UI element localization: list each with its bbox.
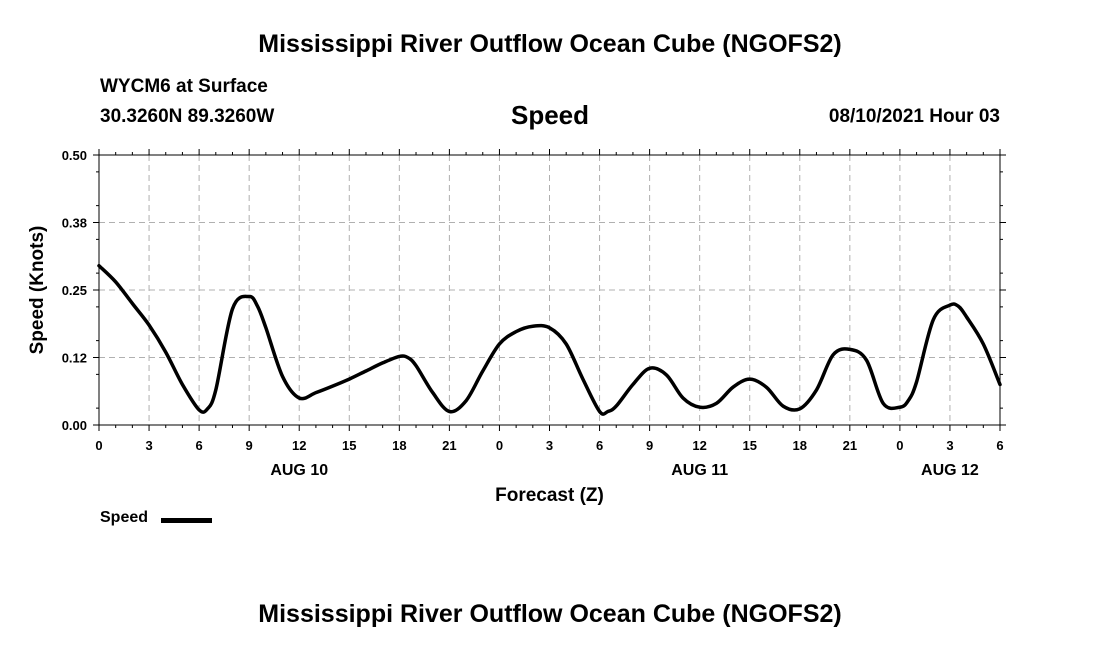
legend-label: Speed (100, 509, 149, 526)
y-tick-label: 0.12 (62, 351, 87, 366)
y-axis: 0.00 0.12 0.25 0.38 0.50 (62, 148, 1006, 433)
x-tick-label: 9 (246, 438, 253, 453)
x-tick-label: 21 (843, 438, 857, 453)
x-tick-label: 6 (996, 438, 1003, 453)
station-label: WYCM6 at Surface (100, 76, 268, 97)
x-tick-label: 21 (442, 438, 456, 453)
y-tick-label: 0.25 (62, 283, 87, 298)
chart-title: Mississippi River Outflow Ocean Cube (NG… (258, 30, 842, 58)
x-tick-label: 0 (896, 438, 903, 453)
speed-series-line (97, 263, 1002, 416)
x-tick-label: 18 (392, 438, 406, 453)
date-labels: AUG 10 AUG 11 AUG 12 (270, 462, 979, 479)
x-tick-label: 9 (646, 438, 653, 453)
x-tick-label: 0 (95, 438, 102, 453)
date-label: AUG 12 (921, 462, 979, 479)
x-tick-label: 18 (793, 438, 807, 453)
y-tick-label: 0.50 (62, 148, 87, 163)
x-axis-label: Forecast (Z) (495, 485, 604, 506)
y-axis-label: Speed (Knots) (27, 226, 48, 355)
date-label: AUG 11 (671, 462, 728, 479)
timestamp-label: 08/10/2021 Hour 03 (828, 106, 1000, 127)
x-axis: 0 3 6 9 12 15 18 21 0 3 6 9 12 15 18 21 0 3 6 (95, 149, 1004, 453)
x-tick-label: 15 (742, 438, 756, 453)
y-tick-label: 0.38 (62, 216, 87, 231)
x-tick-label: 12 (292, 438, 306, 453)
x-tick-label: 15 (342, 438, 356, 453)
legend-swatch (161, 518, 212, 523)
date-label: AUG 10 (270, 462, 328, 479)
x-tick-label: 6 (195, 438, 202, 453)
x-tick-label: 3 (946, 438, 953, 453)
footer-title: Mississippi River Outflow Ocean Cube (NG… (258, 600, 842, 628)
grid-lines (99, 155, 1000, 425)
x-tick-label: 3 (145, 438, 152, 453)
x-tick-label: 6 (596, 438, 603, 453)
x-tick-label: 0 (496, 438, 503, 453)
x-tick-label: 12 (692, 438, 706, 453)
y-tick-label: 0.00 (62, 418, 87, 433)
variable-title: Speed (510, 100, 590, 130)
x-tick-label: 3 (546, 438, 553, 453)
coordinates-label: 30.3260N 89.3260W (100, 106, 275, 127)
